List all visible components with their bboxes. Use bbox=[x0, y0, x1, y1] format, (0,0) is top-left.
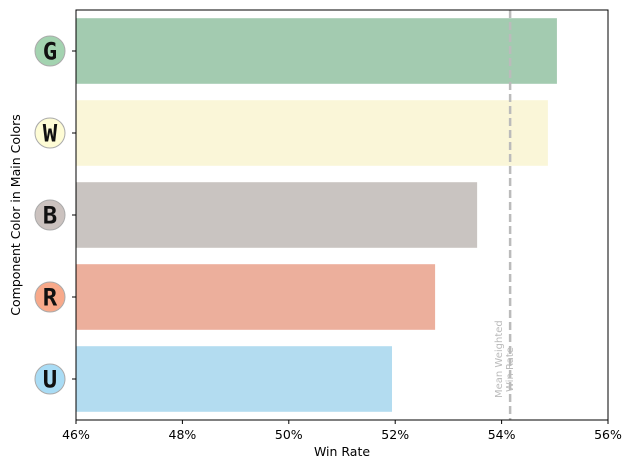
category-icon bbox=[34, 117, 66, 149]
bar bbox=[76, 346, 393, 412]
category-icon bbox=[34, 363, 66, 395]
bar bbox=[76, 18, 557, 84]
reference-label: Mean WeightedWin Rate bbox=[494, 320, 516, 398]
category-icon bbox=[34, 35, 66, 67]
x-tick-label: 48% bbox=[169, 427, 197, 442]
x-tick-label: 54% bbox=[488, 427, 516, 442]
x-tick-label: 50% bbox=[275, 427, 303, 442]
y-axis-label: Component Color in Main Colors bbox=[8, 114, 23, 315]
category-icon bbox=[34, 281, 66, 313]
x-tick-label: 46% bbox=[62, 427, 90, 442]
x-tick-label: 52% bbox=[381, 427, 409, 442]
y-tick-label: G bbox=[43, 38, 57, 66]
bar bbox=[76, 264, 436, 330]
y-tick-label: U bbox=[43, 366, 57, 394]
y-tick-label: B bbox=[43, 202, 57, 230]
y-tick-label: W bbox=[43, 120, 58, 148]
plot-frame bbox=[75, 9, 609, 421]
category-icon bbox=[34, 199, 66, 231]
y-tick-label: R bbox=[43, 284, 58, 312]
bar bbox=[76, 100, 548, 166]
bar bbox=[76, 182, 478, 248]
x-tick-label: 56% bbox=[594, 427, 622, 442]
x-axis-label: Win Rate bbox=[314, 444, 370, 459]
